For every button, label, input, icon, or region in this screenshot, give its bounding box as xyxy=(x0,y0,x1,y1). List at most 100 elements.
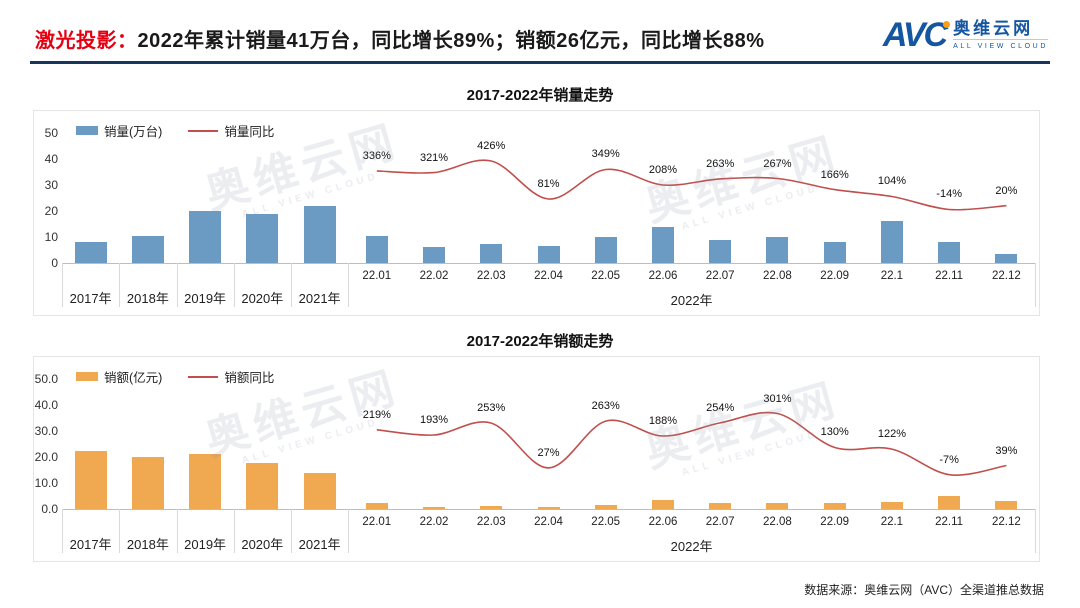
yoy-percent-label: 130% xyxy=(820,426,849,439)
legend: 销量(万台) 销量同比 xyxy=(76,121,300,140)
legend-label: 销量同比 xyxy=(224,125,275,139)
bar xyxy=(594,237,617,263)
bar xyxy=(246,462,279,509)
yoy-percent-label: 208% xyxy=(648,164,678,176)
yoy-percent-label: 104% xyxy=(877,175,906,188)
legend: 销额(亿元) 销额同比 xyxy=(76,367,300,386)
legend-line-swatch-icon xyxy=(188,129,219,132)
logo-tagline: ALL VIEW CLOUD xyxy=(953,39,1048,51)
bar xyxy=(537,506,560,509)
avc-logo-acronym: AVC xyxy=(883,16,951,54)
bar xyxy=(652,499,674,509)
year-axis-label: 2018年 xyxy=(126,291,169,306)
yoy-percent-label: 188% xyxy=(648,414,678,427)
category-divider xyxy=(290,509,292,553)
year-axis-label: 2021年 xyxy=(298,537,341,552)
month-axis-label: 22.04 xyxy=(534,516,563,528)
bar xyxy=(823,503,846,509)
month-axis-label: 22.09 xyxy=(820,516,850,528)
year-axis-label: 2019年 xyxy=(184,291,227,306)
category-divider xyxy=(1035,509,1036,553)
month-axis-label: 22.12 xyxy=(992,270,1021,282)
year-axis-label: 2021年 xyxy=(298,291,341,306)
yoy-percent-label: 219% xyxy=(362,408,391,421)
bar xyxy=(189,211,222,263)
month-axis-label: 22.01 xyxy=(362,516,392,528)
bar xyxy=(880,501,903,509)
legend-label: 销额(亿元) xyxy=(104,371,163,385)
yoy-percent-label: -7% xyxy=(939,453,959,466)
bar xyxy=(74,451,107,509)
month-axis-label: 22.05 xyxy=(591,270,621,282)
month-axis-label: 22.08 xyxy=(763,270,792,282)
logo-company-name: 奥维云网 xyxy=(953,19,1034,38)
y-axis-tick-label: 40.0 xyxy=(34,398,58,412)
month-axis-label: 22.01 xyxy=(362,270,392,282)
y-axis-tick-label: 30 xyxy=(44,178,58,192)
category-divider xyxy=(348,263,350,307)
volume-chart-panel: 销量(万台) 销量同比 0 10 20 30 40 50 336% 321% 426% 81% 349%… xyxy=(33,110,1040,316)
legend-label: 销额同比 xyxy=(224,371,275,385)
yoy-percent-label: 254% xyxy=(706,401,735,414)
bar xyxy=(766,502,789,509)
month-axis-label: 22.1 xyxy=(880,516,904,528)
month-axis-label: 22.04 xyxy=(534,270,563,282)
y-axis-tick-label: 10.0 xyxy=(34,476,58,490)
month-axis-label: 22.06 xyxy=(648,516,678,528)
bar xyxy=(131,235,164,263)
bar xyxy=(423,247,445,263)
yoy-percent-label: 20% xyxy=(995,184,1018,197)
year-axis-label: 2020年 xyxy=(241,537,284,552)
bar xyxy=(480,243,503,263)
y-axis-tick-label: 30.0 xyxy=(34,424,58,438)
legend-bar-swatch-icon xyxy=(76,126,98,135)
page-title: 激光投影：2022年累计销量41万台，同比增长89%；销额26亿元，同比增长88… xyxy=(35,24,765,53)
bar xyxy=(766,237,789,263)
category-divider xyxy=(176,509,178,553)
bar xyxy=(938,495,961,509)
month-axis-label: 22.07 xyxy=(705,516,735,528)
year-group-label: 2022年 xyxy=(670,293,713,308)
year-axis-label: 2019年 xyxy=(184,537,227,552)
bar xyxy=(189,453,222,509)
yoy-percent-label: 349% xyxy=(591,148,620,161)
year-group-label: 2022年 xyxy=(670,539,713,554)
y-axis-tick-label: 0 xyxy=(51,256,58,270)
yoy-percent-label: 166% xyxy=(820,168,849,181)
month-axis-label: 22.12 xyxy=(992,516,1021,528)
yoy-percent-label: 267% xyxy=(763,157,792,170)
bar xyxy=(365,235,388,263)
bar xyxy=(537,246,560,263)
category-divider xyxy=(290,263,292,307)
y-axis-tick-label: 20 xyxy=(44,204,58,218)
yoy-line xyxy=(376,159,1007,211)
bar xyxy=(823,242,846,263)
month-axis-label: 22.06 xyxy=(648,270,678,282)
category-axis: 2017年 2018年 2019年 2020年 2021年 22.01 22.02 22.03… xyxy=(62,509,1036,554)
month-axis-label: 22.02 xyxy=(419,270,449,282)
category-divider xyxy=(233,263,235,307)
bar xyxy=(246,213,279,263)
month-axis-label: 22.03 xyxy=(476,270,506,282)
chart-title-volume: 2017-2022年销量走势 xyxy=(466,87,614,104)
yoy-percent-label: 39% xyxy=(995,444,1018,457)
y-axis-tick-label: 10 xyxy=(44,230,58,244)
category-divider xyxy=(1035,263,1036,307)
yoy-percent-label: 81% xyxy=(537,177,560,190)
plot-area: 336% 321% 426% 81% 349% 208% 263% 267% 166% 104% -… xyxy=(62,133,1035,264)
data-source-note: 数据来源：奥维云网（AVC）全渠道推总数据 xyxy=(804,583,1044,597)
bar xyxy=(652,226,674,263)
bar xyxy=(938,242,961,263)
bar xyxy=(995,501,1018,509)
y-axis-tick-label: 0.0 xyxy=(41,502,58,516)
yoy-line xyxy=(376,411,1007,476)
logo-orange-dot-icon xyxy=(943,21,951,28)
bar xyxy=(594,504,617,509)
category-axis: 2017年 2018年 2019年 2020年 2021年 22.01 22.02 22.03… xyxy=(62,263,1036,308)
bar xyxy=(995,253,1018,263)
category-divider xyxy=(176,263,178,307)
bar xyxy=(365,503,388,509)
legend-label: 销量(万台) xyxy=(104,125,163,139)
yoy-percent-label: -14% xyxy=(936,188,962,201)
revenue-chart-panel: 销额(亿元) 销额同比 0.0 10.0 20.0 30.0 40.0 50.0 219% 193… xyxy=(33,356,1040,562)
